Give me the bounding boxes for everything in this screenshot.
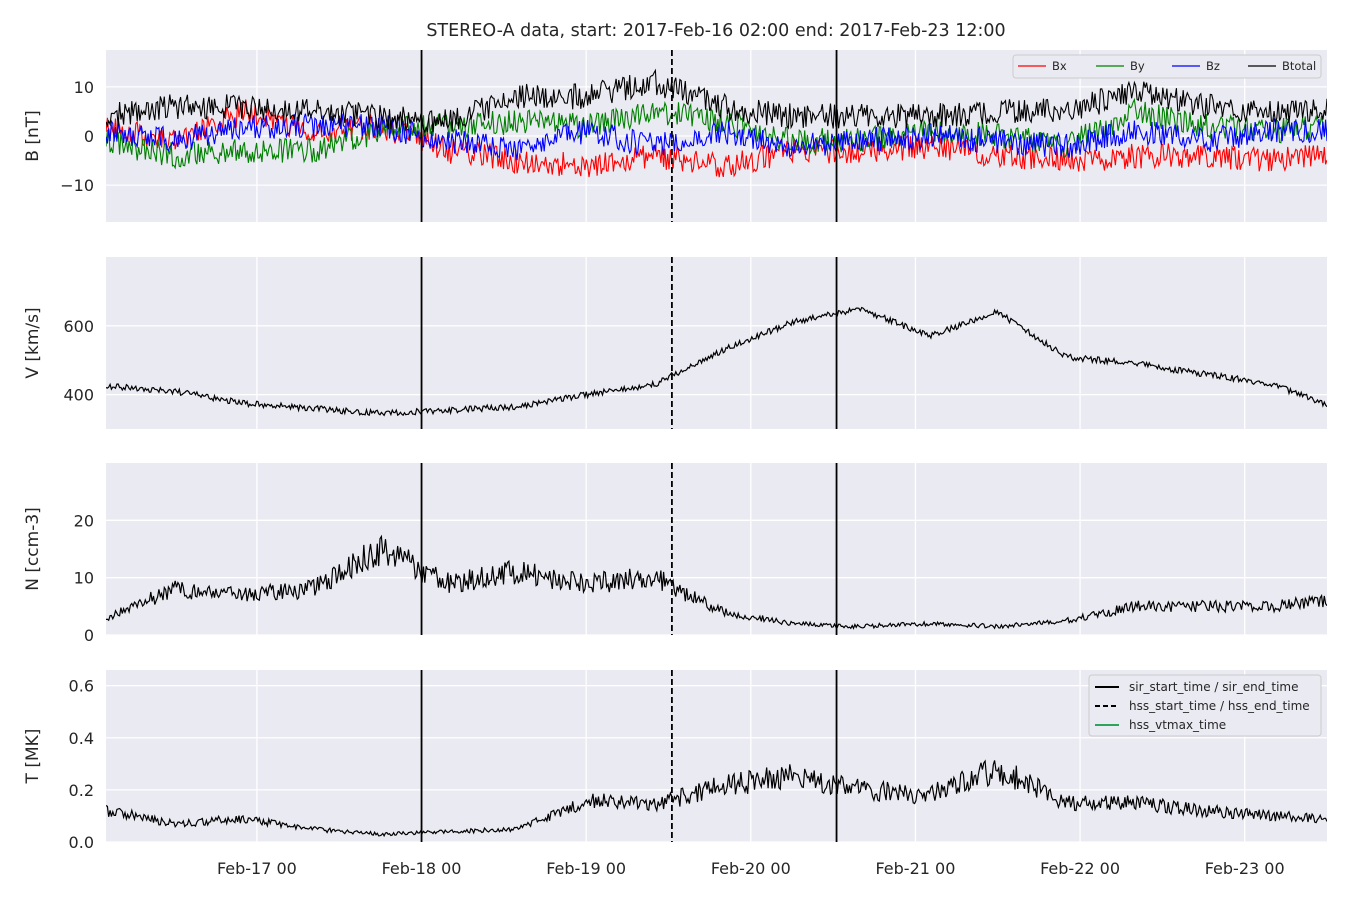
panel-density: 0 10 20 N [ccm-3] [23, 463, 1327, 645]
x-tick-label: Feb-22 00 [1040, 859, 1120, 878]
y-tick-label: 0 [84, 626, 94, 645]
panel-magnetic-field: −10 0 10 B [nT] Bx By Bz Btotal [23, 50, 1327, 222]
y-tick-label: 0.2 [69, 781, 94, 800]
figure-title: STEREO-A data, start: 2017-Feb-16 02:00 … [426, 21, 1005, 41]
x-tick-label: Feb-21 00 [875, 859, 955, 878]
x-tick-label: Feb-23 00 [1205, 859, 1285, 878]
legend-frame [1012, 54, 1322, 79]
series-line-speed [106, 306, 1327, 417]
legend-label: Bx [1052, 59, 1067, 73]
legend-events: sir_start_time / sir_end_time hss_start_t… [1088, 674, 1322, 737]
series-line-temperature [106, 759, 1327, 838]
y-axis-label: N [ccm-3] [23, 507, 43, 591]
legend-label: Bz [1206, 59, 1220, 73]
legend-b: Bx By Bz Btotal [1012, 54, 1322, 79]
x-tick-label: Feb-17 00 [217, 859, 297, 878]
panels: −10 0 10 B [nT] Bx By Bz Btotal 400 600 V [km/s] 0 1… [23, 50, 1327, 878]
y-tick-label: 20 [74, 511, 94, 530]
y-tick-label: 0 [84, 127, 94, 146]
y-tick-label: 400 [63, 386, 94, 405]
series-line-bz [106, 113, 1327, 161]
y-tick-label: 10 [74, 78, 94, 97]
plot-area [106, 257, 1327, 429]
plot-area [106, 463, 1327, 635]
series-line-by [106, 97, 1327, 170]
x-tick-label: Feb-18 00 [382, 859, 462, 878]
series-line-btotal [106, 68, 1327, 134]
y-tick-label: 10 [74, 569, 94, 588]
y-tick-label: 0.6 [69, 677, 94, 696]
legend-label: hss_vtmax_time [1129, 718, 1226, 732]
x-tick-label: Feb-20 00 [711, 859, 791, 878]
legend-label: hss_start_time / hss_end_time [1129, 699, 1310, 713]
panel-speed: 400 600 V [km/s] [23, 257, 1327, 429]
legend-frame [1088, 674, 1322, 737]
legend-label: By [1130, 59, 1145, 73]
y-axis-label: T [MK] [23, 729, 43, 785]
legend-label: Btotal [1282, 59, 1316, 73]
y-tick-label: −10 [60, 176, 94, 195]
legend-label: sir_start_time / sir_end_time [1129, 680, 1299, 694]
series-line-density [106, 534, 1327, 630]
y-tick-label: 0.0 [69, 833, 94, 852]
y-tick-label: 600 [63, 317, 94, 336]
y-tick-label: 0.4 [69, 729, 94, 748]
y-axis-label: B [nT] [23, 110, 43, 162]
panel-temperature: 0.0 0.2 0.4 0.6 T [MK] sir_start_time / sir_e… [23, 670, 1327, 878]
x-tick-label: Feb-19 00 [546, 859, 626, 878]
y-axis-label: V [km/s] [23, 307, 43, 378]
